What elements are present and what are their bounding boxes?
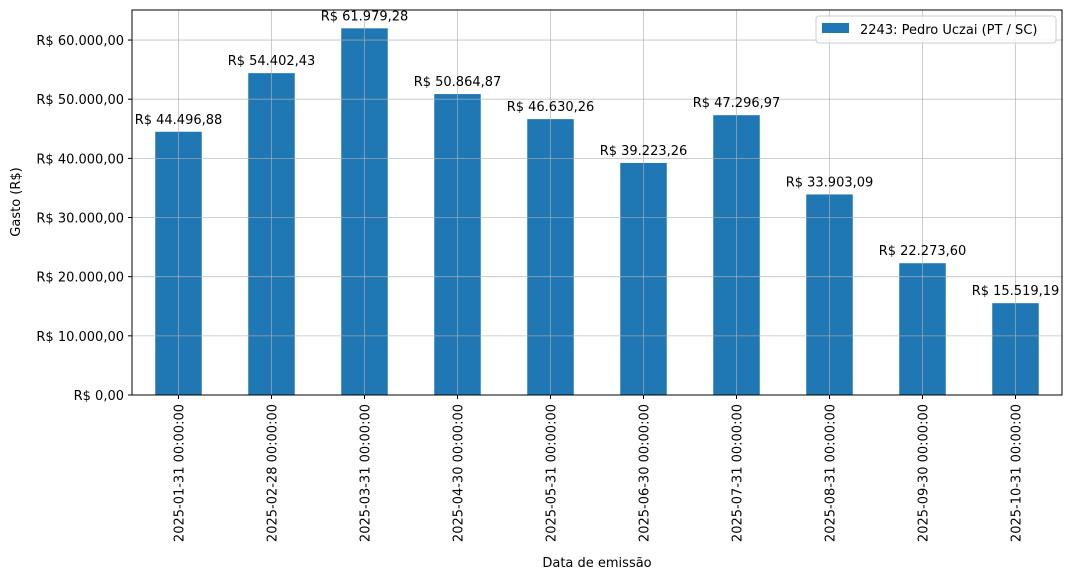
data-label: R$ 33.903,09 <box>786 175 874 190</box>
x-tick-label: 2025-04-30 00:00:00 <box>452 404 467 542</box>
data-labels: R$ 44.496,88 R$ 54.402,43 R$ 61.979,28 R$ 5… <box>135 9 1060 299</box>
x-tick-label: 2025-06-30 00:00:00 <box>638 404 653 542</box>
data-label: R$ 47.296,97 <box>693 96 781 111</box>
y-axis-label: Gasto (R$) <box>9 167 24 236</box>
data-label: R$ 46.630,26 <box>507 100 595 115</box>
x-tick-label: 2025-08-31 00:00:00 <box>824 404 839 542</box>
data-label: R$ 50.864,87 <box>414 75 502 90</box>
data-label: R$ 22.273,60 <box>879 244 967 259</box>
data-label: R$ 15.519,19 <box>972 284 1060 299</box>
x-tick-label: 2025-05-31 00:00:00 <box>545 404 560 542</box>
legend-label: 2243: Pedro Uczai (PT / SC) <box>860 23 1037 38</box>
data-label: R$ 61.979,28 <box>321 9 409 24</box>
legend-swatch <box>822 23 849 33</box>
y-tick-label: R$ 0,00 <box>74 389 124 404</box>
data-label: R$ 44.496,88 <box>135 113 223 128</box>
data-label: R$ 54.402,43 <box>228 54 316 69</box>
y-tick-label: R$ 10.000,00 <box>36 330 124 345</box>
x-tick-label: 2025-02-28 00:00:00 <box>266 404 281 542</box>
x-axis: 2025-01-31 00:00:00 2025-02-28 00:00:00 20… <box>173 395 1025 542</box>
y-tick-label: R$ 50.000,00 <box>36 93 124 108</box>
y-tick-label: R$ 20.000,00 <box>36 271 124 286</box>
x-tick-label: 2025-10-31 00:00:00 <box>1010 404 1025 542</box>
legend-box <box>815 15 1057 44</box>
x-axis-label: Data de emissão <box>542 556 651 571</box>
y-tick-label: R$ 40.000,00 <box>36 152 124 167</box>
legend: 2243: Pedro Uczai (PT / SC) <box>815 15 1057 44</box>
x-tick-label: 2025-07-31 00:00:00 <box>731 404 746 542</box>
y-axis: R$ 0,00 R$ 10.000,00 R$ 20.000,00 R$ 30.000… <box>36 34 132 404</box>
x-tick-label: 2025-09-30 00:00:00 <box>917 404 932 542</box>
y-tick-label: R$ 60.000,00 <box>36 34 124 49</box>
plot-frame <box>131 9 1063 396</box>
data-label: R$ 39.223,26 <box>600 144 688 159</box>
x-tick-label: 2025-01-31 00:00:00 <box>173 404 188 542</box>
x-tick-label: 2025-03-31 00:00:00 <box>359 404 374 542</box>
bars <box>155 28 1039 396</box>
y-tick-label: R$ 30.000,00 <box>36 212 124 227</box>
